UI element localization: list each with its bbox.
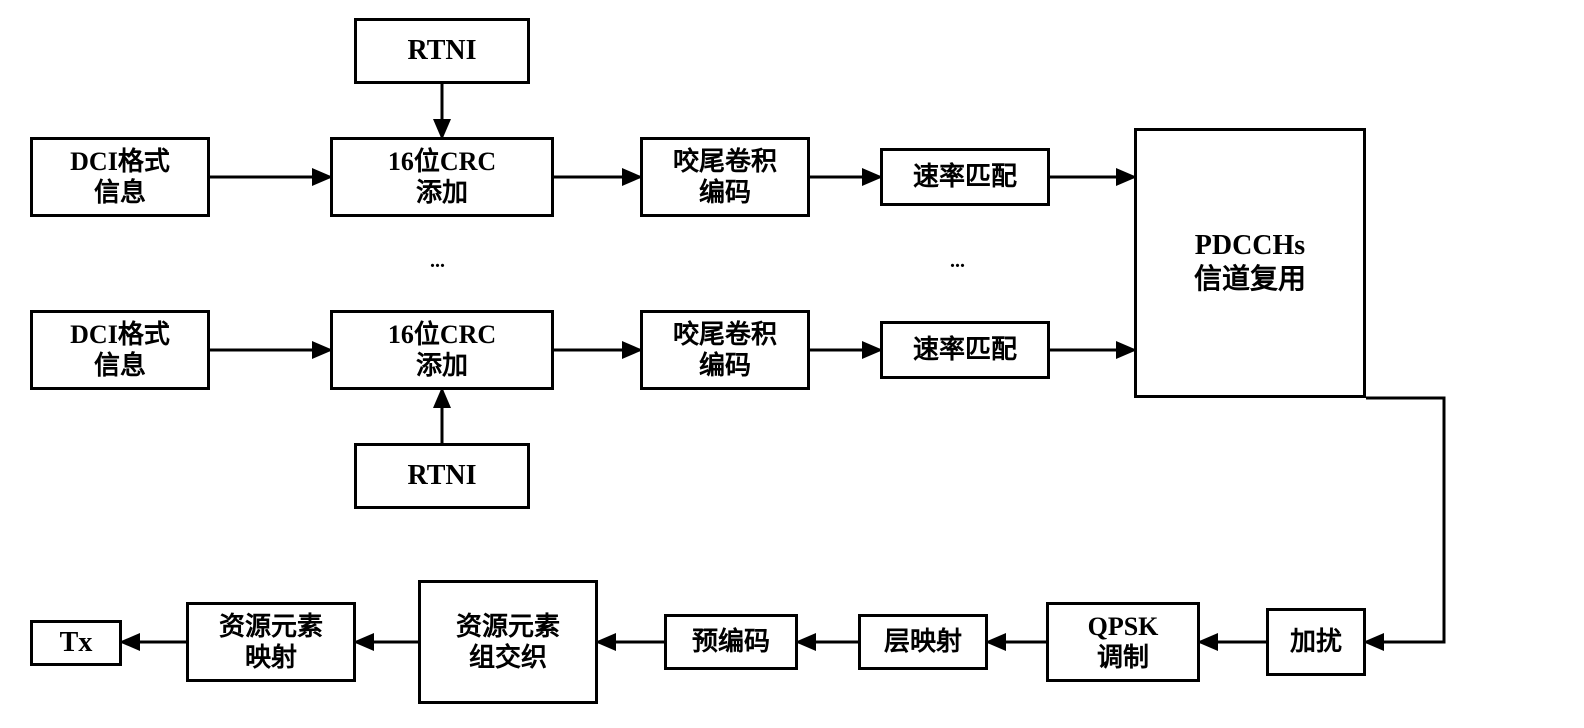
node-dci1: DCI格式信息 xyxy=(30,137,210,217)
node-conv1: 咬尾卷积编码 xyxy=(640,137,810,217)
node-dci2: DCI格式信息 xyxy=(30,310,210,390)
node-layer: 层映射 xyxy=(858,614,988,670)
node-tx: Tx xyxy=(30,620,122,666)
node-rtni2: RTNI xyxy=(354,443,530,509)
node-label-rate2: 速率匹配 xyxy=(913,334,1017,365)
node-label-qpsk: QPSK调制 xyxy=(1088,611,1159,673)
node-label-dci1: DCI格式信息 xyxy=(70,146,170,208)
node-precode: 预编码 xyxy=(664,614,798,670)
node-rem: 资源元素映射 xyxy=(186,602,356,682)
ellipsis-0: ... xyxy=(430,250,445,273)
node-conv2: 咬尾卷积编码 xyxy=(640,310,810,390)
node-label-tx: Tx xyxy=(60,626,93,660)
node-label-conv1: 咬尾卷积编码 xyxy=(673,146,777,208)
node-label-rem: 资源元素映射 xyxy=(219,611,323,673)
ellipsis-1: ... xyxy=(950,250,965,273)
polyedge-pdcch-scramble xyxy=(1366,398,1444,642)
node-label-crc1: 16位CRC添加 xyxy=(388,146,496,208)
node-pdcch: PDCCHs信道复用 xyxy=(1134,128,1366,398)
node-label-rtni2: RTNI xyxy=(407,459,476,493)
node-crc2: 16位CRC添加 xyxy=(330,310,554,390)
node-label-conv2: 咬尾卷积编码 xyxy=(673,319,777,381)
node-reg: 资源元素组交织 xyxy=(418,580,598,704)
node-label-crc2: 16位CRC添加 xyxy=(388,319,496,381)
node-label-rtni1: RTNI xyxy=(407,34,476,68)
node-label-scramble: 加扰 xyxy=(1290,626,1342,657)
node-label-reg: 资源元素组交织 xyxy=(456,611,560,673)
node-label-rate1: 速率匹配 xyxy=(913,161,1017,192)
node-label-pdcch: PDCCHs信道复用 xyxy=(1194,229,1306,296)
node-rate2: 速率匹配 xyxy=(880,321,1050,379)
node-label-dci2: DCI格式信息 xyxy=(70,319,170,381)
node-label-precode: 预编码 xyxy=(692,626,770,657)
node-scramble: 加扰 xyxy=(1266,608,1366,676)
node-label-layer: 层映射 xyxy=(884,626,962,657)
node-rate1: 速率匹配 xyxy=(880,148,1050,206)
node-rtni1: RTNI xyxy=(354,18,530,84)
node-qpsk: QPSK调制 xyxy=(1046,602,1200,682)
node-crc1: 16位CRC添加 xyxy=(330,137,554,217)
